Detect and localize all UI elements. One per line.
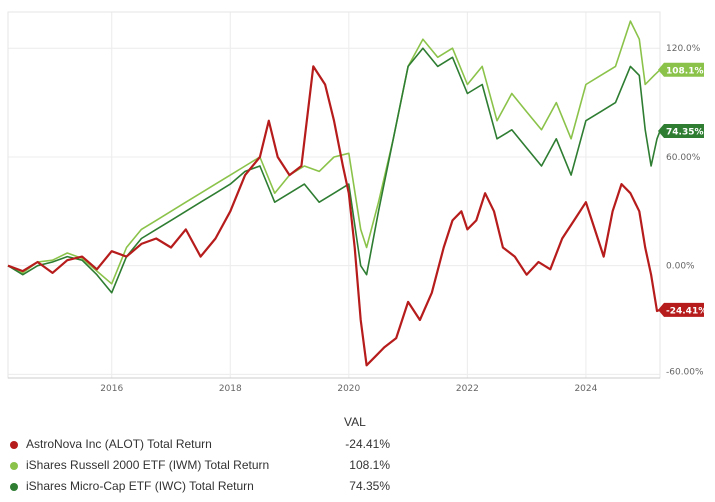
series-line-1	[7, 20, 661, 285]
value-badge-1	[658, 62, 704, 77]
value-badge-2	[658, 123, 704, 138]
legend-item-alot[interactable]: AstroNova Inc (ALOT) Total Return -24.41…	[10, 437, 390, 453]
legend-item-iwm[interactable]: iShares Russell 2000 ETF (IWM) Total Ret…	[10, 458, 390, 474]
series-line-0	[7, 65, 661, 367]
plot-border	[7, 11, 661, 379]
y-tick-label-1: 60.00%	[666, 153, 701, 163]
value-badge-label-2: 74.35%	[666, 127, 704, 137]
gridlines	[8, 12, 660, 378]
legend-value-header: VAL	[344, 415, 366, 429]
x-tick-label-0: 2016	[100, 384, 123, 394]
legend-label-alot: AstroNova Inc (ALOT) Total Return	[26, 437, 212, 451]
plot-frame	[7, 11, 661, 379]
last-value-badges: -24.41% 108.1% 74.35%	[658, 62, 707, 317]
tick-labels: 120.0% 60.00% 0.00% -60.00% 2016 2018 2020 2022…	[100, 44, 704, 394]
value-badge-label-1: 108.1%	[666, 66, 704, 76]
legend-dot-iwm	[10, 462, 18, 470]
x-tick-label-4: 2024	[574, 384, 597, 394]
line-chart: 120.0% 60.00% 0.00% -60.00% 2016 2018 2020 2022…	[7, 11, 707, 394]
legend-label-iwc: iShares Micro-Cap ETF (IWC) Total Return	[26, 479, 254, 493]
legend-value-iwc: 74.35%	[349, 479, 390, 493]
y-tick-label-0: 120.0%	[666, 44, 701, 54]
legend-value-alot: -24.41%	[345, 437, 390, 451]
x-tick-label-2: 2020	[337, 384, 360, 394]
series-line-2	[7, 47, 661, 294]
legend-label-iwm: iShares Russell 2000 ETF (IWM) Total Ret…	[26, 458, 270, 472]
legend: VAL AstroNova Inc (ALOT) Total Return -2…	[0, 415, 715, 495]
value-badge-label-0: -24.41%	[666, 306, 707, 316]
legend-value-iwm: 108.1%	[349, 458, 390, 472]
legend-dot-alot	[10, 441, 18, 449]
x-tick-label-1: 2018	[219, 384, 242, 394]
legend-item-iwc[interactable]: iShares Micro-Cap ETF (IWC) Total Return…	[10, 479, 390, 495]
series-lines	[7, 20, 661, 367]
value-badge-0	[658, 302, 704, 317]
y-tick-label-3: -60.00%	[666, 367, 704, 377]
legend-dot-iwc	[10, 483, 18, 491]
y-tick-label-2: 0.00%	[666, 262, 695, 272]
x-tick-label-3: 2022	[456, 384, 479, 394]
